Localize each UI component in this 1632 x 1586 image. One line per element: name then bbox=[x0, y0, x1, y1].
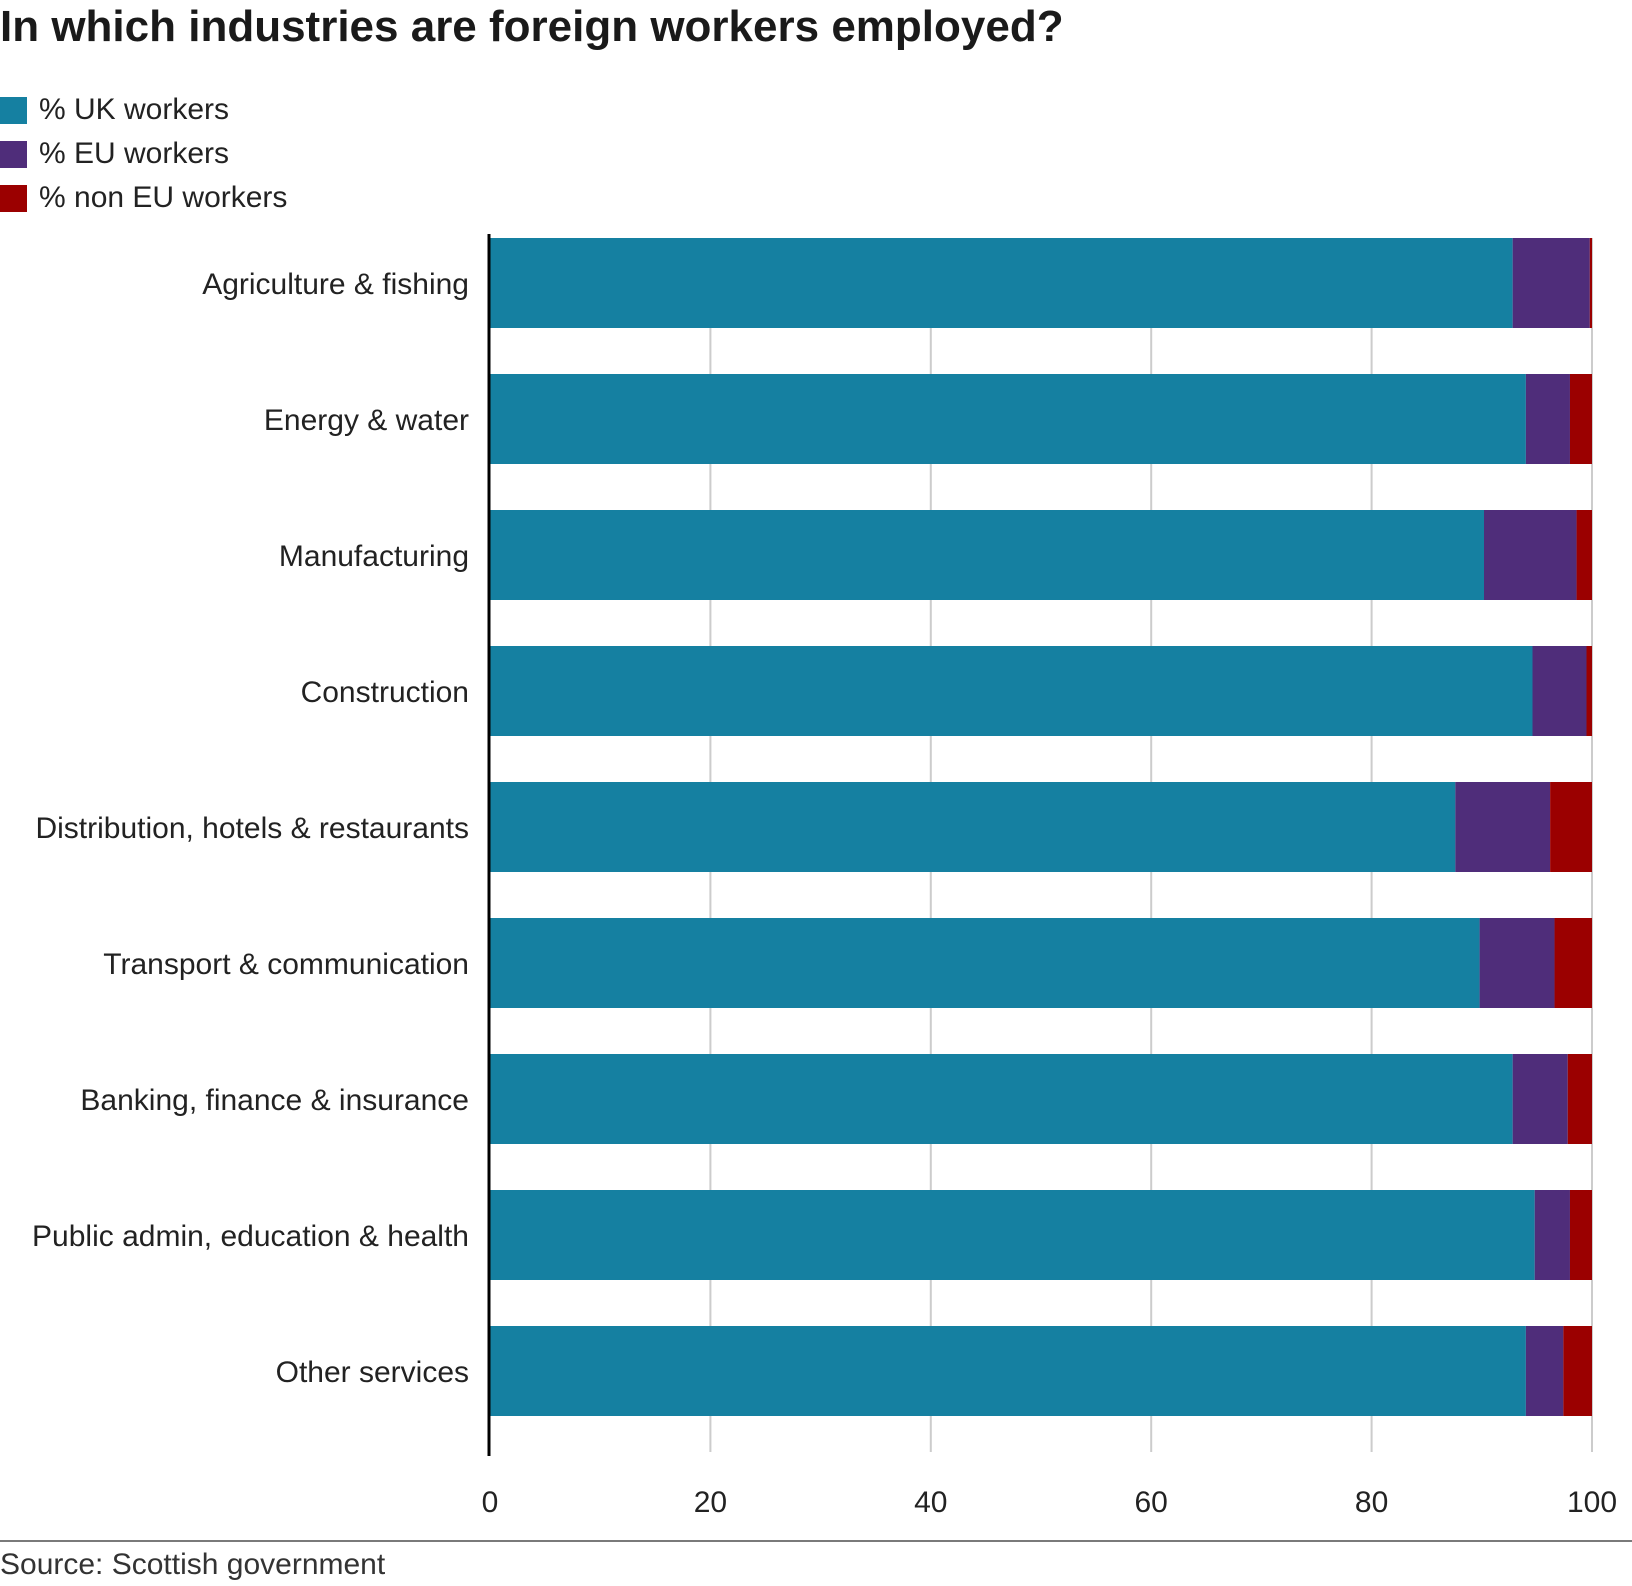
x-tick-label-1: 20 bbox=[694, 1486, 727, 1519]
bar-4-series-0 bbox=[490, 782, 1456, 872]
bar-0-series-0 bbox=[490, 238, 1513, 328]
legend-item-non-eu: % non EU workers bbox=[0, 176, 287, 220]
bar-7-series-1 bbox=[1534, 1190, 1570, 1280]
legend-item-eu: % EU workers bbox=[0, 132, 287, 176]
bar-2-series-2 bbox=[1576, 510, 1592, 600]
source-note: Source: Scottish government bbox=[0, 1548, 386, 1581]
x-tick-label-4: 80 bbox=[1355, 1486, 1388, 1519]
legend-label-uk: % UK workers bbox=[39, 93, 230, 126]
bar-7-series-0 bbox=[490, 1190, 1535, 1280]
category-label-6: Banking, finance & insurance bbox=[80, 1084, 469, 1117]
bar-3-series-0 bbox=[490, 646, 1533, 736]
bar-7-series-2 bbox=[1569, 1190, 1592, 1280]
bar-1-series-1 bbox=[1525, 374, 1570, 464]
bar-5-series-0 bbox=[490, 918, 1480, 1008]
x-tick-label-0: 0 bbox=[482, 1486, 499, 1519]
bar-8-series-1 bbox=[1525, 1326, 1564, 1416]
category-label-7: Public admin, education & health bbox=[32, 1220, 469, 1253]
category-label-1: Energy & water bbox=[264, 404, 469, 437]
bar-5-series-2 bbox=[1554, 918, 1592, 1008]
legend-label-eu: % EU workers bbox=[39, 137, 230, 170]
chart-legend: % UK workers % EU workers % non EU worke… bbox=[0, 88, 287, 220]
bar-1-series-2 bbox=[1569, 374, 1592, 464]
bar-4-series-1 bbox=[1455, 782, 1551, 872]
category-label-2: Manufacturing bbox=[279, 540, 469, 573]
bar-6-series-2 bbox=[1567, 1054, 1592, 1144]
bar-8-series-0 bbox=[490, 1326, 1526, 1416]
category-label-4: Distribution, hotels & restaurants bbox=[35, 812, 469, 845]
legend-label-non-eu: % non EU workers bbox=[39, 181, 288, 214]
stacked-bar-chart: Agriculture & fishing Energy & water Manuf… bbox=[32, 234, 1617, 1519]
x-tick-label-5: 100 bbox=[1567, 1486, 1617, 1519]
footer-divider bbox=[0, 1540, 1632, 1542]
category-label-5: Transport & communication bbox=[103, 948, 469, 981]
bar-8-series-2 bbox=[1563, 1326, 1592, 1416]
category-label-8: Other services bbox=[276, 1356, 469, 1389]
bar-0-series-1 bbox=[1512, 238, 1590, 328]
bar-2-series-0 bbox=[490, 510, 1485, 600]
category-label-3: Construction bbox=[301, 676, 469, 709]
x-tick-label-2: 40 bbox=[914, 1486, 947, 1519]
bar-4-series-2 bbox=[1550, 782, 1592, 872]
chart-title: In which industries are foreign workers … bbox=[0, 2, 1064, 51]
legend-item-uk: % UK workers bbox=[0, 88, 287, 132]
bar-0-series-2 bbox=[1589, 238, 1592, 328]
bar-6-series-1 bbox=[1512, 1054, 1568, 1144]
bar-1-series-0 bbox=[490, 374, 1526, 464]
legend-swatch-non-eu bbox=[0, 184, 27, 212]
bar-3-series-1 bbox=[1532, 646, 1587, 736]
legend-swatch-uk bbox=[0, 96, 27, 124]
bar-3-series-2 bbox=[1586, 646, 1592, 736]
bar-5-series-1 bbox=[1479, 918, 1555, 1008]
bar-6-series-0 bbox=[490, 1054, 1513, 1144]
category-label-0: Agriculture & fishing bbox=[202, 268, 469, 301]
x-tick-label-3: 60 bbox=[1135, 1486, 1168, 1519]
legend-swatch-eu bbox=[0, 140, 27, 168]
bar-2-series-1 bbox=[1484, 510, 1577, 600]
